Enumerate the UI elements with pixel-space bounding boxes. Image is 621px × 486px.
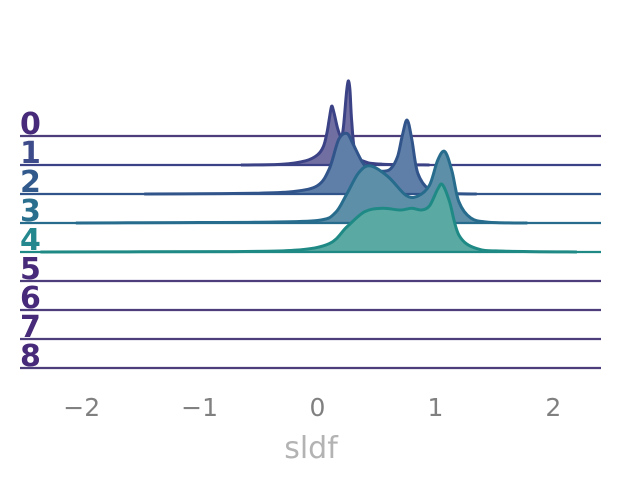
x-tick-label: −2 — [63, 393, 100, 422]
ridge-1 — [20, 79, 601, 167]
x-tick-label: 2 — [545, 393, 561, 422]
row-label-1: 1 — [20, 136, 41, 171]
ridge-4 — [20, 182, 601, 254]
x-axis-label: sldf — [284, 431, 339, 466]
x-axis-ticks: −2 −1 0 1 2 — [63, 393, 561, 422]
ridges — [20, 79, 601, 370]
row-label-8: 8 — [20, 339, 41, 374]
x-tick-label: 0 — [310, 393, 326, 422]
x-tick-label: −1 — [181, 393, 218, 422]
ridge-2 — [20, 118, 601, 196]
ridge-3 — [20, 149, 601, 225]
x-tick-label: 1 — [427, 393, 443, 422]
ridge-curve-2 — [144, 118, 477, 196]
row-label-3: 3 — [20, 194, 41, 229]
row-label-7: 7 — [20, 310, 41, 345]
row-label-6: 6 — [20, 281, 41, 316]
row-label-4: 4 — [20, 223, 41, 258]
ridge-area-3 — [75, 151, 528, 223]
row-label-0: 0 — [20, 107, 41, 142]
ridge-area-2 — [144, 120, 477, 194]
row-label-2: 2 — [20, 165, 41, 200]
row-label-5: 5 — [20, 252, 41, 287]
ridge-area-4 — [40, 184, 577, 252]
